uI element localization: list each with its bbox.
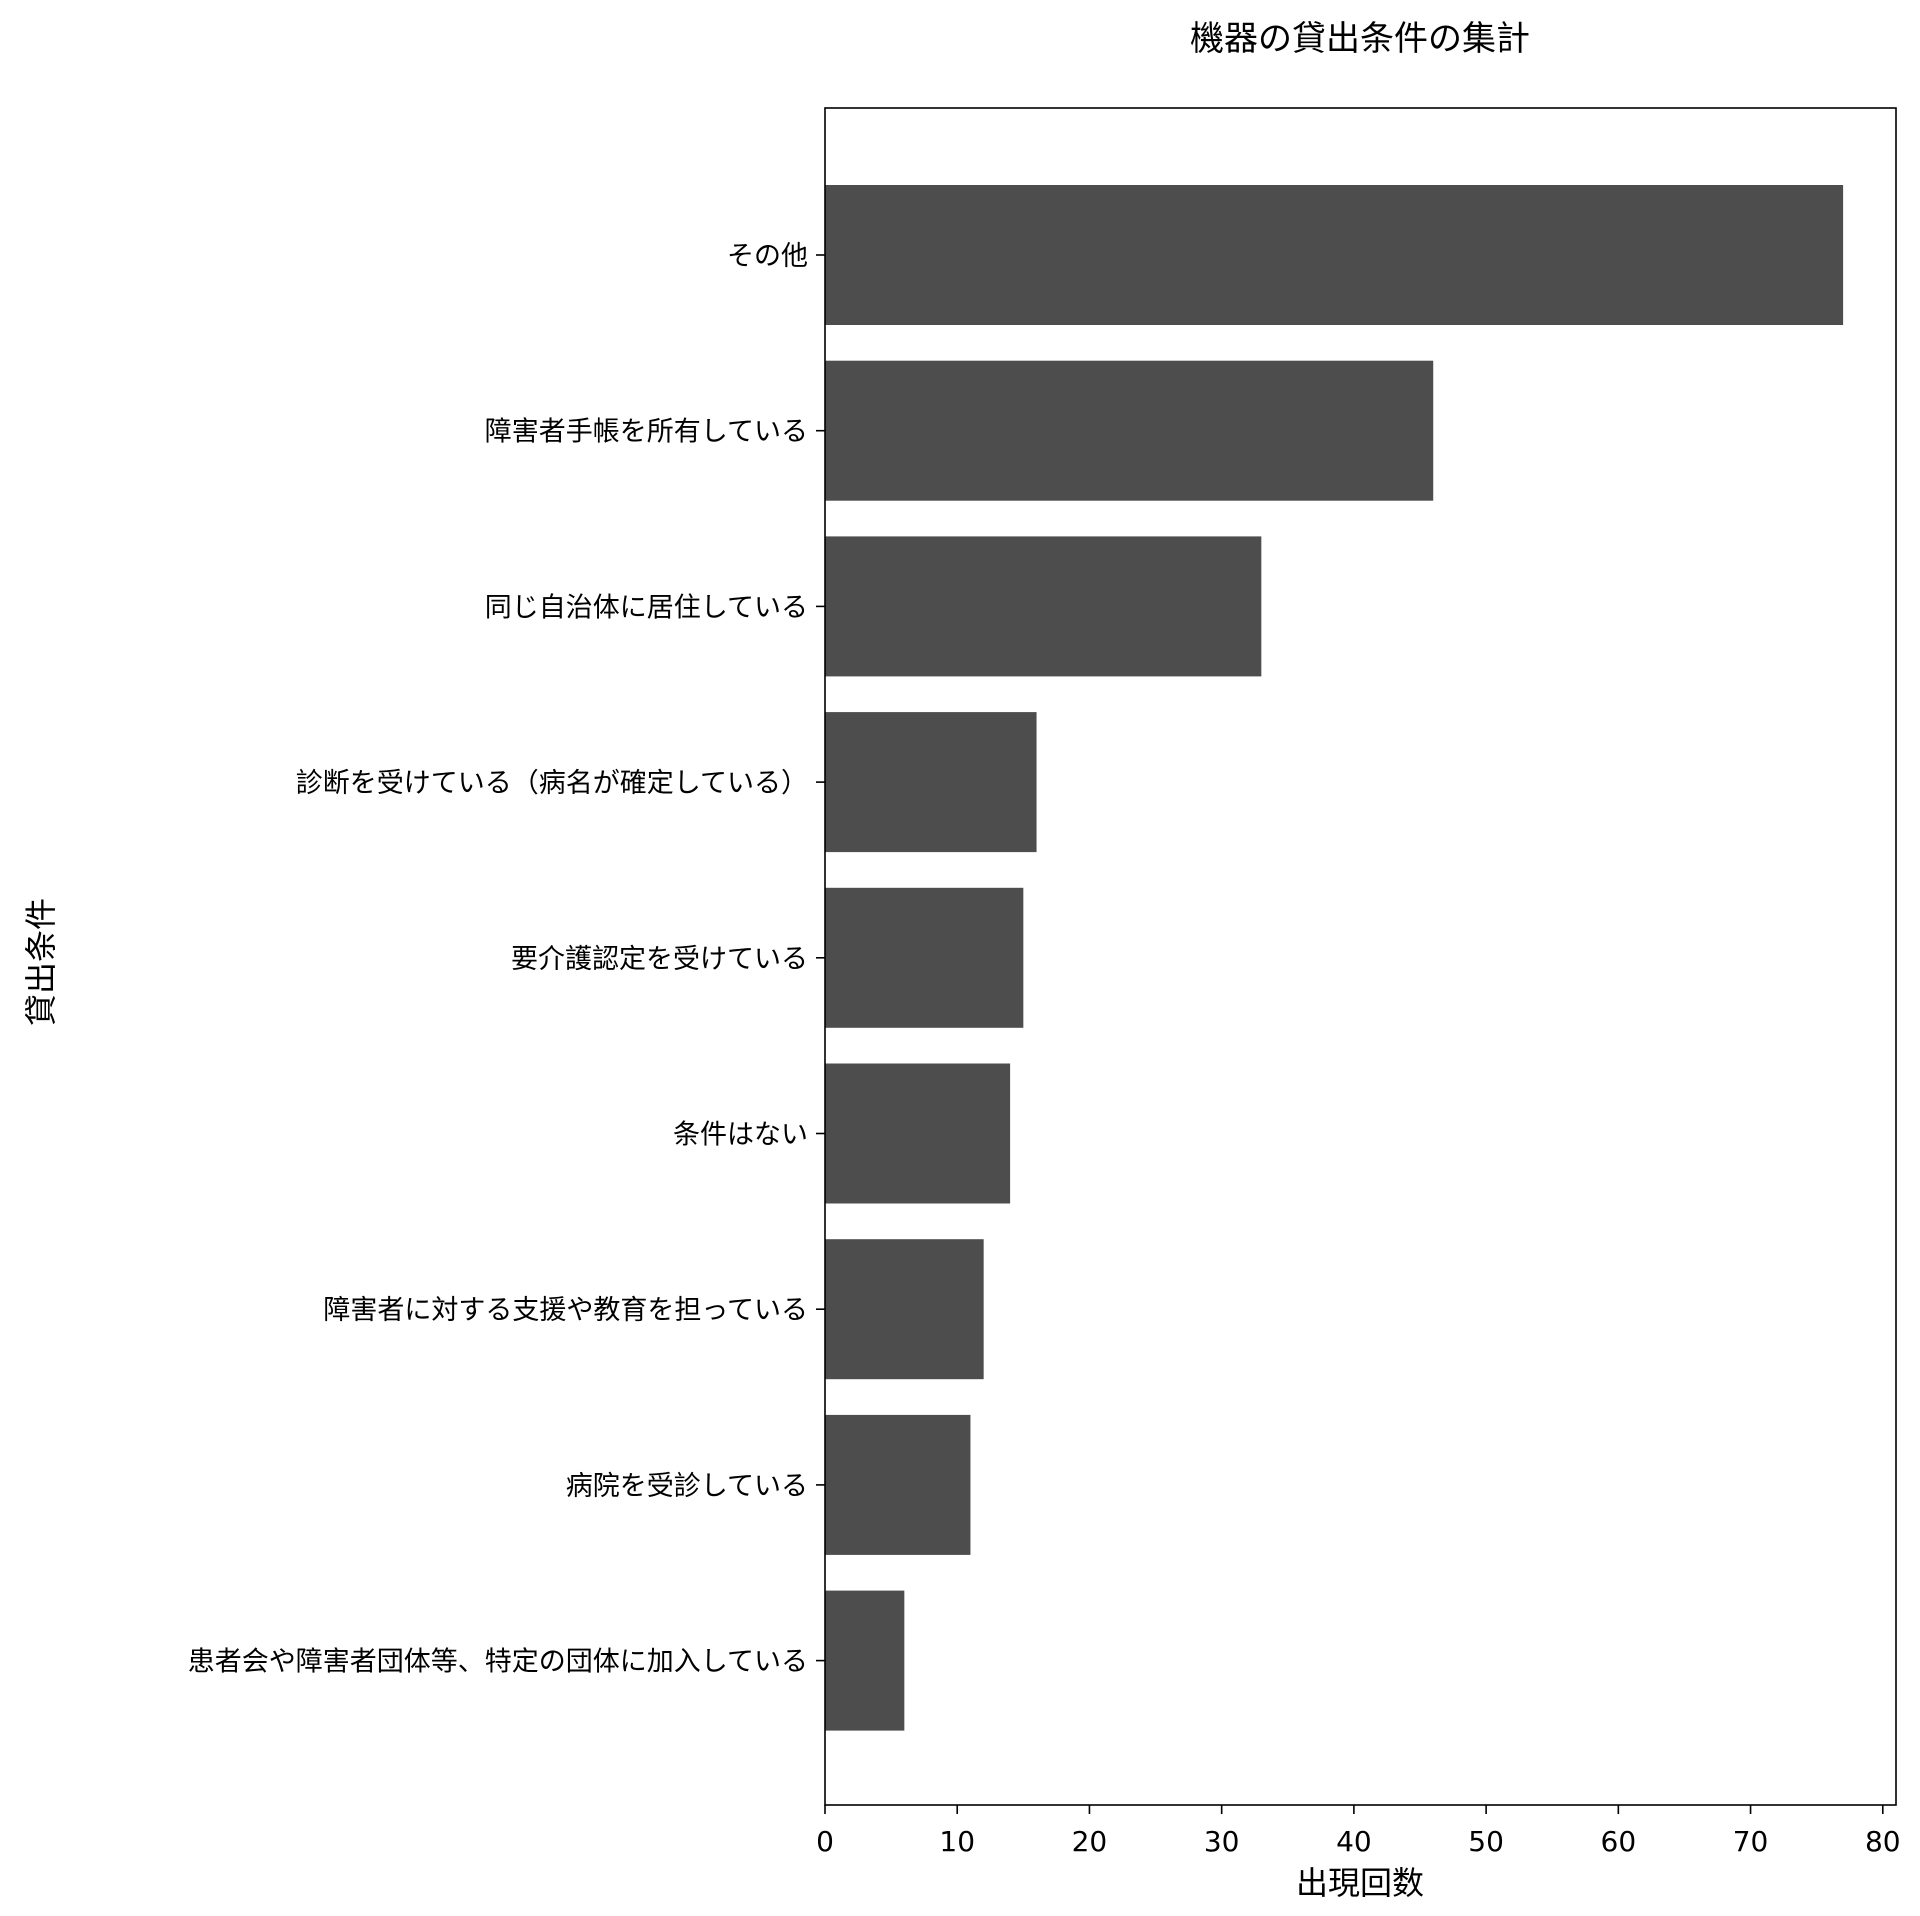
bar	[825, 1590, 905, 1731]
chart-title: 機器の貸出条件の集計	[1190, 19, 1530, 59]
x-tick-label: 20	[1072, 1825, 1108, 1858]
y-tick-label: 障害者手帳を所有している	[485, 417, 808, 448]
bar	[825, 185, 1844, 325]
y-tick-label: 障害者に対する支援や教育を担っている	[323, 1295, 808, 1326]
y-tick-label: 要介護認定を受けている	[511, 944, 808, 975]
y-axis-label: 貸出条件	[22, 898, 60, 1026]
bar	[825, 887, 1024, 1028]
bar	[825, 1414, 971, 1555]
y-tick-label: 病院を受診している	[566, 1471, 808, 1502]
y-tick-label: 同じ自治体に居住している	[485, 592, 808, 623]
bar	[825, 536, 1262, 677]
y-tick-label: 条件はない	[673, 1120, 808, 1151]
axes-frame	[824, 107, 1897, 1806]
bar	[825, 712, 1037, 853]
y-tick-label: 診断を受けている（病名が確定している）	[296, 768, 808, 799]
y-tick-label: 患者会や障害者団体等、特定の団体に加入している	[188, 1647, 808, 1678]
x-tick-label: 60	[1601, 1825, 1637, 1858]
x-tick-label: 50	[1468, 1825, 1504, 1858]
bar	[825, 1239, 984, 1380]
x-tick-label: 80	[1865, 1825, 1901, 1858]
x-tick-label: 0	[816, 1825, 834, 1858]
x-tick-label: 40	[1336, 1825, 1372, 1858]
bar	[825, 360, 1434, 501]
y-tick-label: その他	[727, 241, 808, 272]
x-tick-label: 10	[939, 1825, 975, 1858]
x-axis-label: 出現回数	[1296, 1864, 1424, 1902]
bar	[825, 1063, 1011, 1204]
x-tick-label: 70	[1733, 1825, 1769, 1858]
x-tick-label: 30	[1204, 1825, 1240, 1858]
